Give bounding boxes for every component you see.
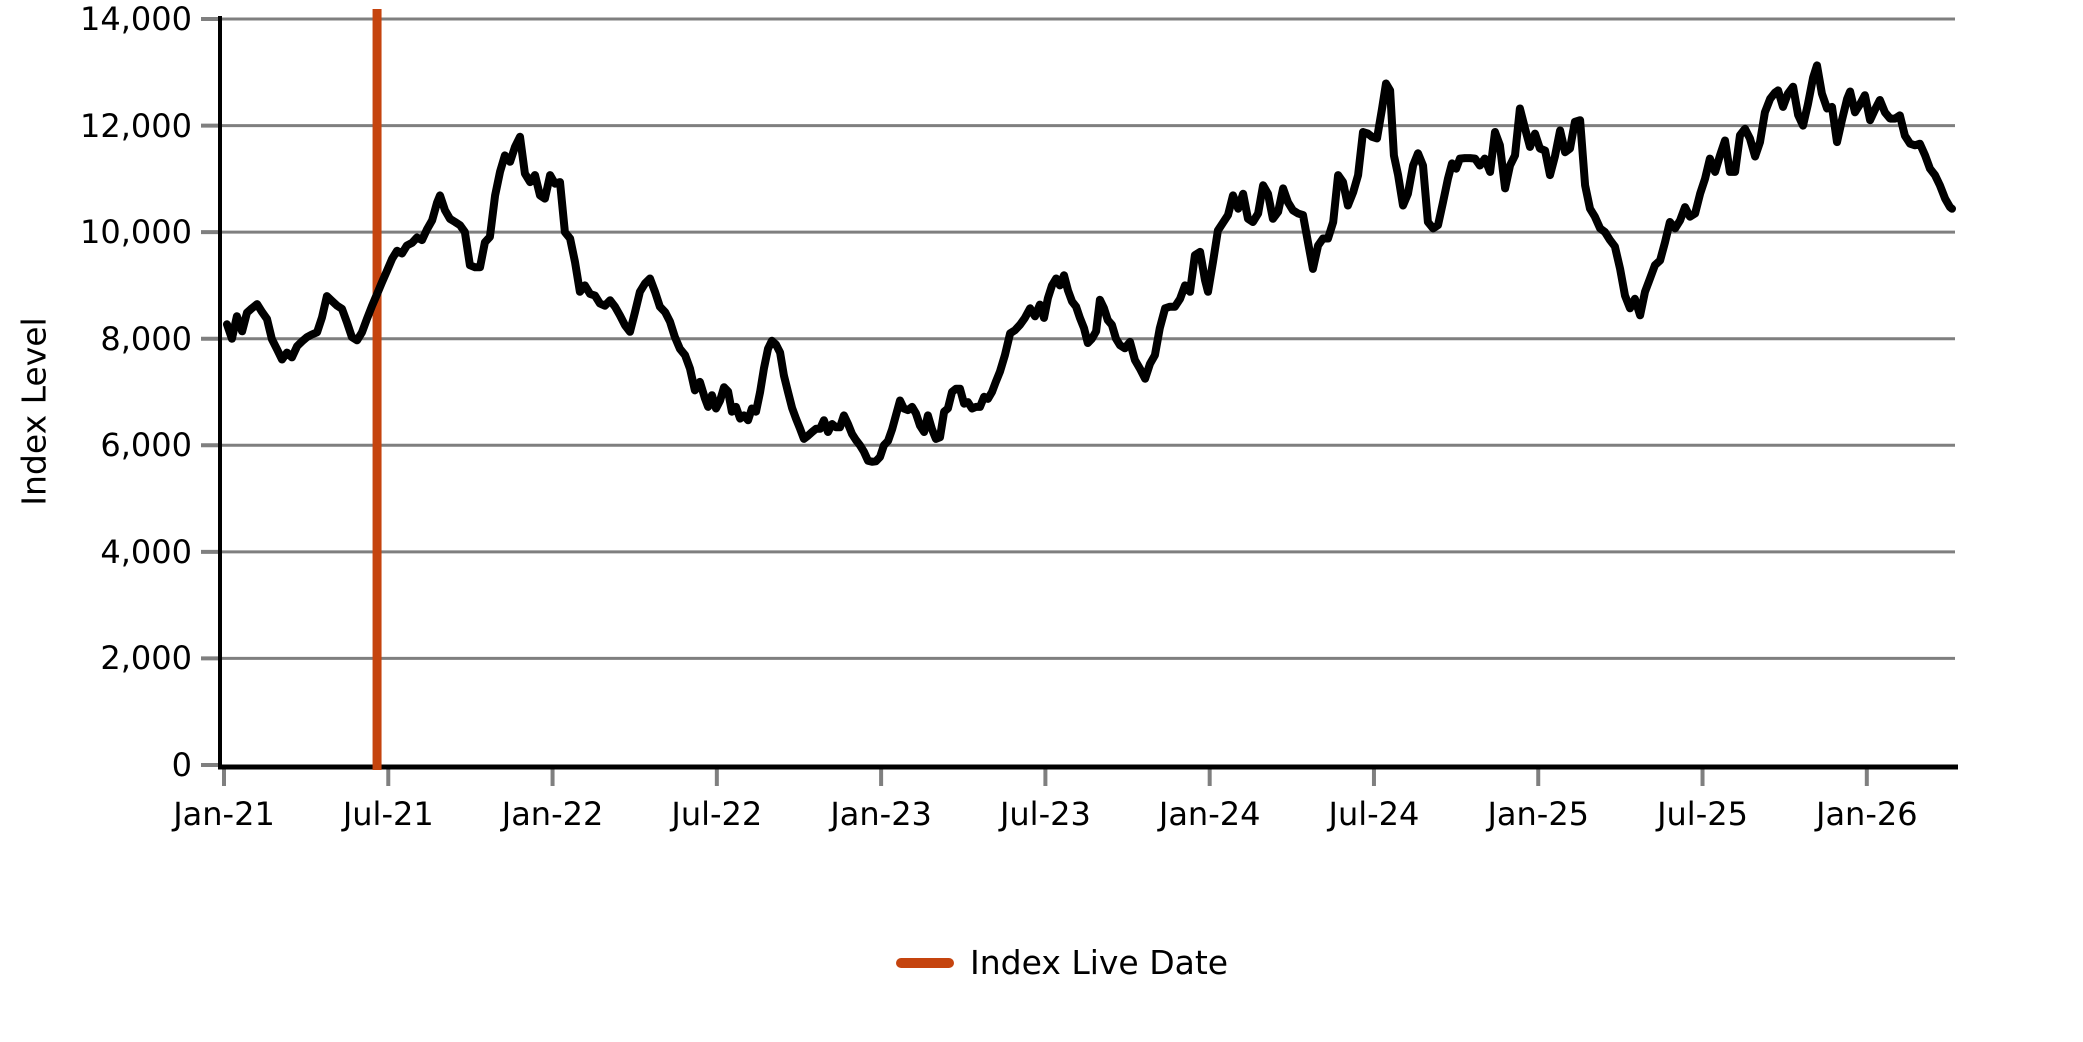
x-tick-label-Jan-23: Jan-23	[830, 795, 932, 833]
x-tick-label-Jul-22: Jul-22	[671, 795, 763, 833]
x-tick-label-Jul-21: Jul-21	[342, 795, 434, 833]
x-tick-label-Jul-23: Jul-23	[999, 795, 1091, 833]
x-tick-label-Jan-24: Jan-24	[1158, 795, 1261, 833]
x-tick-label-Jan-25: Jan-25	[1487, 795, 1590, 833]
axis-ticks	[201, 17, 1869, 786]
y-tick-label-2000: 2,000	[100, 639, 192, 678]
x-tick-label-Jan-21: Jan-21	[173, 795, 275, 833]
y-tick-label-6000: 6,000	[100, 426, 192, 465]
y-tick-label-8000: 8,000	[100, 319, 192, 358]
y-tick-label-0: 0	[171, 746, 192, 784]
legend-line-swatch-icon	[896, 957, 954, 968]
legend: Index Live Date	[896, 946, 1228, 979]
y-axis-title: Index Level	[14, 317, 54, 506]
y-tick-label-14000: 14,000	[80, 0, 192, 38]
index-level-series-line	[223, 61, 1956, 466]
y-tick-label-4000: 4,000	[100, 532, 192, 571]
x-tick-label-Jul-25: Jul-25	[1657, 795, 1748, 833]
x-tick-label-Jul-24: Jul-24	[1328, 795, 1420, 833]
legend-label: Index Live Date	[970, 943, 1229, 982]
y-tick-label-12000: 12,000	[80, 106, 192, 145]
x-tick-label-Jan-22: Jan-22	[501, 795, 604, 833]
x-tick-label-Jan-26: Jan-26	[1816, 795, 1918, 833]
gridlines	[220, 17, 1955, 660]
axis-spines	[218, 16, 1958, 770]
y-tick-label-10000: 10,000	[80, 213, 192, 252]
